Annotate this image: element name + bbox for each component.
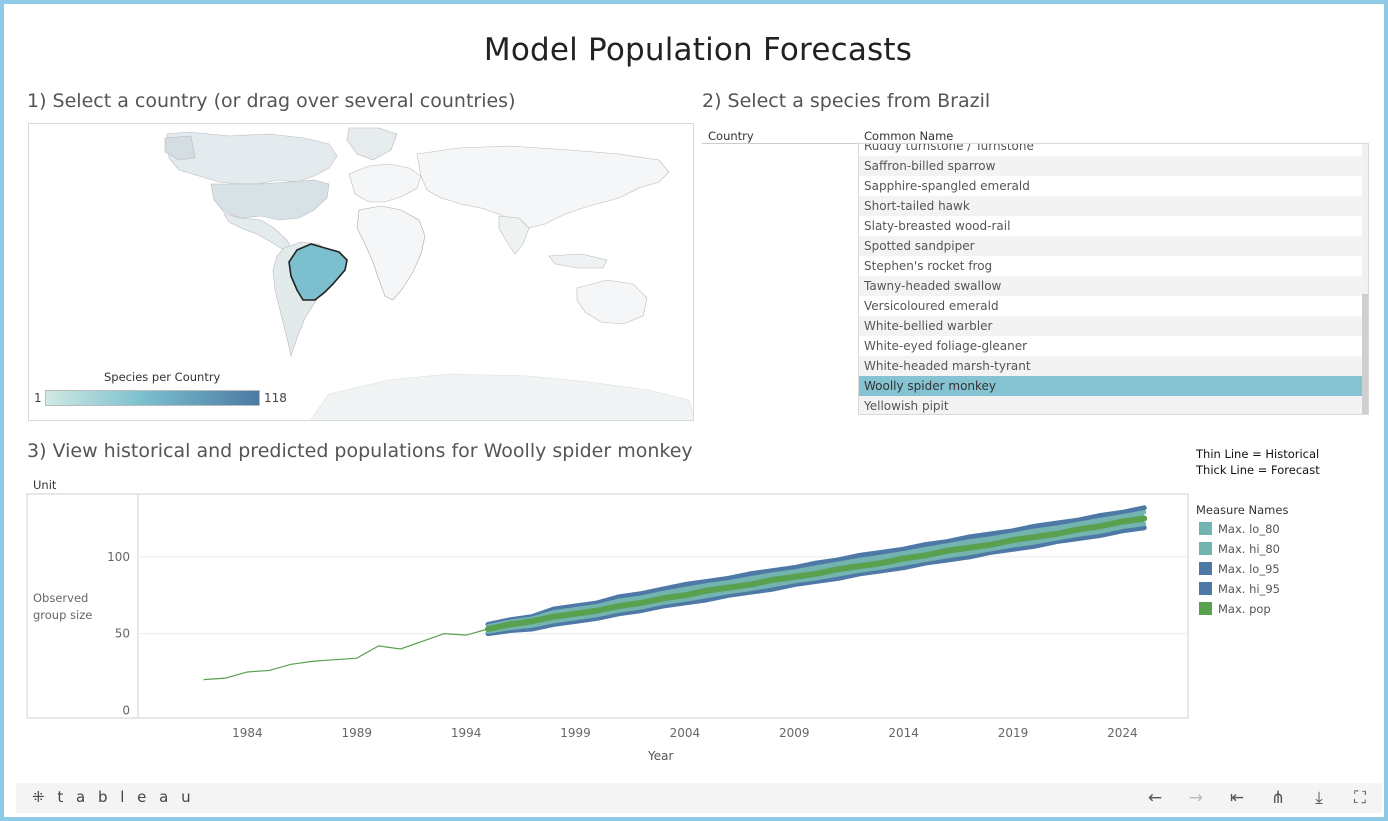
world-map-svg[interactable]: [29, 124, 694, 421]
species-list-item[interactable]: Sapphire-spangled emerald: [864, 179, 1030, 193]
measure-legend-label: Max. hi_80: [1218, 542, 1280, 556]
download-button[interactable]: ⤓: [1315, 788, 1323, 808]
section3-title: 3) View historical and predicted populat…: [27, 440, 693, 462]
measure-legend-item[interactable]: Max. lo_95: [1199, 562, 1280, 576]
measure-legend-label: Max. hi_95: [1218, 582, 1280, 596]
measure-legend-label: Max. pop: [1218, 602, 1271, 616]
y-axis-label-line2: group size: [33, 608, 93, 622]
x-tick-label: 1989: [341, 726, 372, 740]
species-list-item[interactable]: Tawny-headed swallow: [859, 276, 1364, 296]
map-alaska: [164, 135, 196, 161]
x-tick-label: 2014: [888, 726, 919, 740]
measure-legend-title: Measure Names: [1196, 503, 1289, 517]
map-india: [498, 215, 530, 255]
tableau-logo[interactable]: ⁜ t a b l e a u: [32, 788, 195, 806]
x-tick-label: 1999: [560, 726, 591, 740]
species-list-item[interactable]: White-eyed foliage-gleaner: [864, 339, 1028, 353]
band-95-area: [488, 507, 1145, 634]
measure-legend-item[interactable]: Max. pop: [1199, 602, 1271, 616]
series-hi-80: [486, 510, 1147, 629]
map-usa: [210, 179, 330, 221]
x-axis-label: Year: [648, 749, 674, 763]
revert-button[interactable]: ⇤: [1229, 788, 1245, 808]
redo-button[interactable]: →: [1188, 788, 1204, 808]
note-historical: Thin Line = Historical: [1196, 447, 1320, 461]
measure-legend-swatch: [1199, 522, 1212, 535]
species-list-item[interactable]: Woolly spider monkey: [859, 376, 1364, 396]
species-list-item[interactable]: Slaty-breasted wood-rail: [864, 219, 1011, 233]
section2-title: 2) Select a species from Brazil: [702, 90, 991, 112]
x-tick-label: 2024: [1107, 726, 1138, 740]
species-list-scroll-thumb[interactable]: [1362, 294, 1368, 414]
species-list-item[interactable]: White-bellied warbler: [859, 316, 1364, 336]
measure-legend-item[interactable]: Max. hi_95: [1199, 582, 1280, 596]
species-list-scrollbar[interactable]: [1362, 144, 1368, 414]
series-hi-95: [485, 505, 1147, 627]
species-list-item[interactable]: Versicoloured emerald: [864, 299, 999, 313]
species-list[interactable]: Ruddy turnstone / Turnstone Saffron-bille…: [858, 143, 1369, 415]
note-forecast: Thick Line = Forecast: [1196, 463, 1320, 477]
plot-frame: [26, 493, 1189, 719]
map-canada: [166, 131, 338, 185]
map-brazil: [288, 243, 348, 301]
y-tick-label: 50: [115, 627, 130, 641]
map-legend-min: 1: [34, 391, 42, 405]
header-divider: [702, 143, 858, 144]
measure-legend-item[interactable]: Max. lo_80: [1199, 522, 1280, 536]
dashboard-title: Model Population Forecasts: [483, 32, 913, 68]
species-list-item[interactable]: Spotted sandpiper: [859, 236, 1364, 256]
x-tick-label: 1994: [451, 726, 482, 740]
map-indonesia: [548, 253, 608, 269]
series-pop-forecast: [485, 515, 1148, 633]
map-australia: [576, 279, 648, 325]
species-list-item[interactable]: Yellowish pipit: [859, 396, 1364, 414]
map-legend-gradient: [45, 390, 260, 406]
series-lo-80: [486, 522, 1147, 634]
measure-legend-swatch: [1199, 602, 1212, 615]
species-list-item[interactable]: Short-tailed hawk: [859, 196, 1364, 216]
tableau-toolbar: [16, 783, 1382, 813]
map-asia: [416, 145, 670, 229]
measure-legend-swatch: [1199, 582, 1212, 595]
map-africa: [356, 205, 426, 301]
section1-title: 1) Select a country (or drag over severa…: [27, 90, 516, 112]
x-tick-label: 2009: [779, 726, 810, 740]
column-header-country[interactable]: Country: [708, 129, 754, 143]
species-list-item[interactable]: White-headed marsh-tyrant: [859, 356, 1364, 376]
share-button[interactable]: ⋔: [1270, 788, 1286, 808]
map-legend-title: Species per Country: [104, 370, 221, 384]
map-greenland: [346, 127, 398, 161]
y-tick-label: 100: [107, 550, 130, 564]
series-lo-95: [485, 525, 1147, 637]
column-header-common-name[interactable]: Common Name: [864, 129, 954, 143]
x-tick-label: 2019: [998, 726, 1029, 740]
map-legend-max: 118: [264, 391, 287, 405]
map-europe: [348, 163, 422, 203]
world-map[interactable]: [28, 123, 694, 421]
y-axis-label: Observed group size: [33, 590, 92, 624]
measure-legend-swatch: [1199, 562, 1212, 575]
map-antarctica: [310, 373, 693, 420]
undo-button[interactable]: ←: [1147, 788, 1163, 808]
x-tick-label: 2004: [670, 726, 701, 740]
unit-column-header: Unit: [33, 478, 57, 492]
species-list-item[interactable]: Saffron-billed sparrow: [859, 156, 1364, 176]
fullscreen-button[interactable]: ⛶: [1354, 788, 1366, 808]
species-list-item[interactable]: Ruddy turnstone / Turnstone: [864, 143, 1034, 153]
series-pop-historical: [203, 628, 489, 681]
species-list-item[interactable]: Stephen's rocket frog: [864, 259, 993, 273]
measure-legend-swatch: [1199, 542, 1212, 555]
y-axis-label-line1: Observed: [33, 591, 89, 605]
measure-legend-item[interactable]: Max. hi_80: [1199, 542, 1280, 556]
y-tick-label: 0: [122, 703, 130, 717]
measure-legend-label: Max. lo_80: [1218, 522, 1280, 536]
measure-legend-label: Max. lo_95: [1218, 562, 1280, 576]
x-tick-label: 1984: [232, 726, 263, 740]
